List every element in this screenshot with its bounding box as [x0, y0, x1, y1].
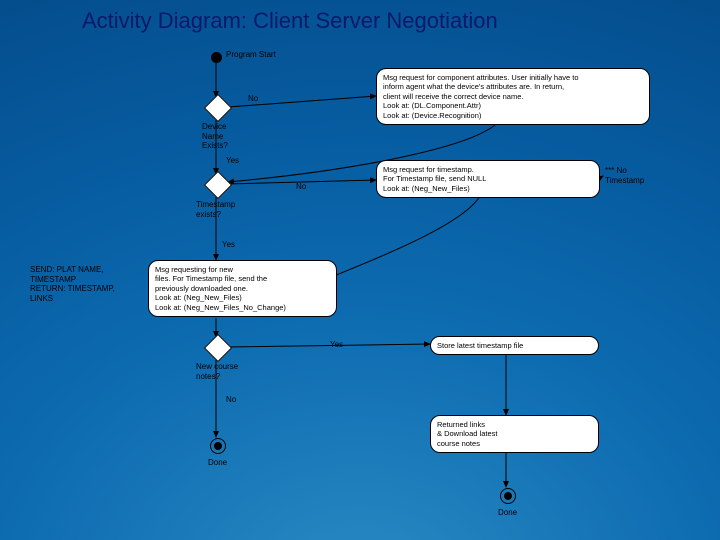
note-component-attr: Msg request for component attributes. Us…: [376, 68, 650, 125]
edge-label: No: [226, 395, 236, 405]
start-label: Program Start: [226, 50, 276, 60]
decision-device-name-label: Device Name Exists?: [202, 122, 228, 151]
decision-new-notes-label: New course notes?: [196, 362, 238, 381]
edge-label: Yes: [222, 240, 235, 250]
edge-label: Yes: [226, 156, 239, 166]
end-node: [210, 438, 226, 454]
start-node: [211, 52, 222, 63]
activity-diagram: { "title": "Activity Diagram: Client Ser…: [0, 0, 720, 540]
note-timestamp-req: Msg request for timestamp. For Timestamp…: [376, 160, 600, 198]
end-label: Done: [208, 458, 227, 468]
note-download: Returned links & Download latest course …: [430, 415, 599, 453]
decision-timestamp: [204, 171, 232, 199]
decision-timestamp-label: Timestamp exists?: [196, 200, 235, 219]
note-store-timestamp: Store latest timestamp file: [430, 336, 599, 355]
side-note-no-timestamp: *** No Timestamp: [605, 166, 644, 185]
note-new-files: Msg requesting for new files. For Timest…: [148, 260, 337, 317]
edge-label: No: [296, 182, 306, 192]
edge-label: Yes: [330, 340, 343, 350]
send-return-note: SEND: PLAT NAME, TIMESTAMP RETURN: TIMES…: [30, 265, 115, 303]
decision-device-name: [204, 94, 232, 122]
edge-label: No: [248, 94, 258, 104]
end-node: [500, 488, 516, 504]
decision-new-notes: [204, 334, 232, 362]
end-label: Done: [498, 508, 517, 518]
diagram-title: Activity Diagram: Client Server Negotiat…: [82, 8, 498, 34]
